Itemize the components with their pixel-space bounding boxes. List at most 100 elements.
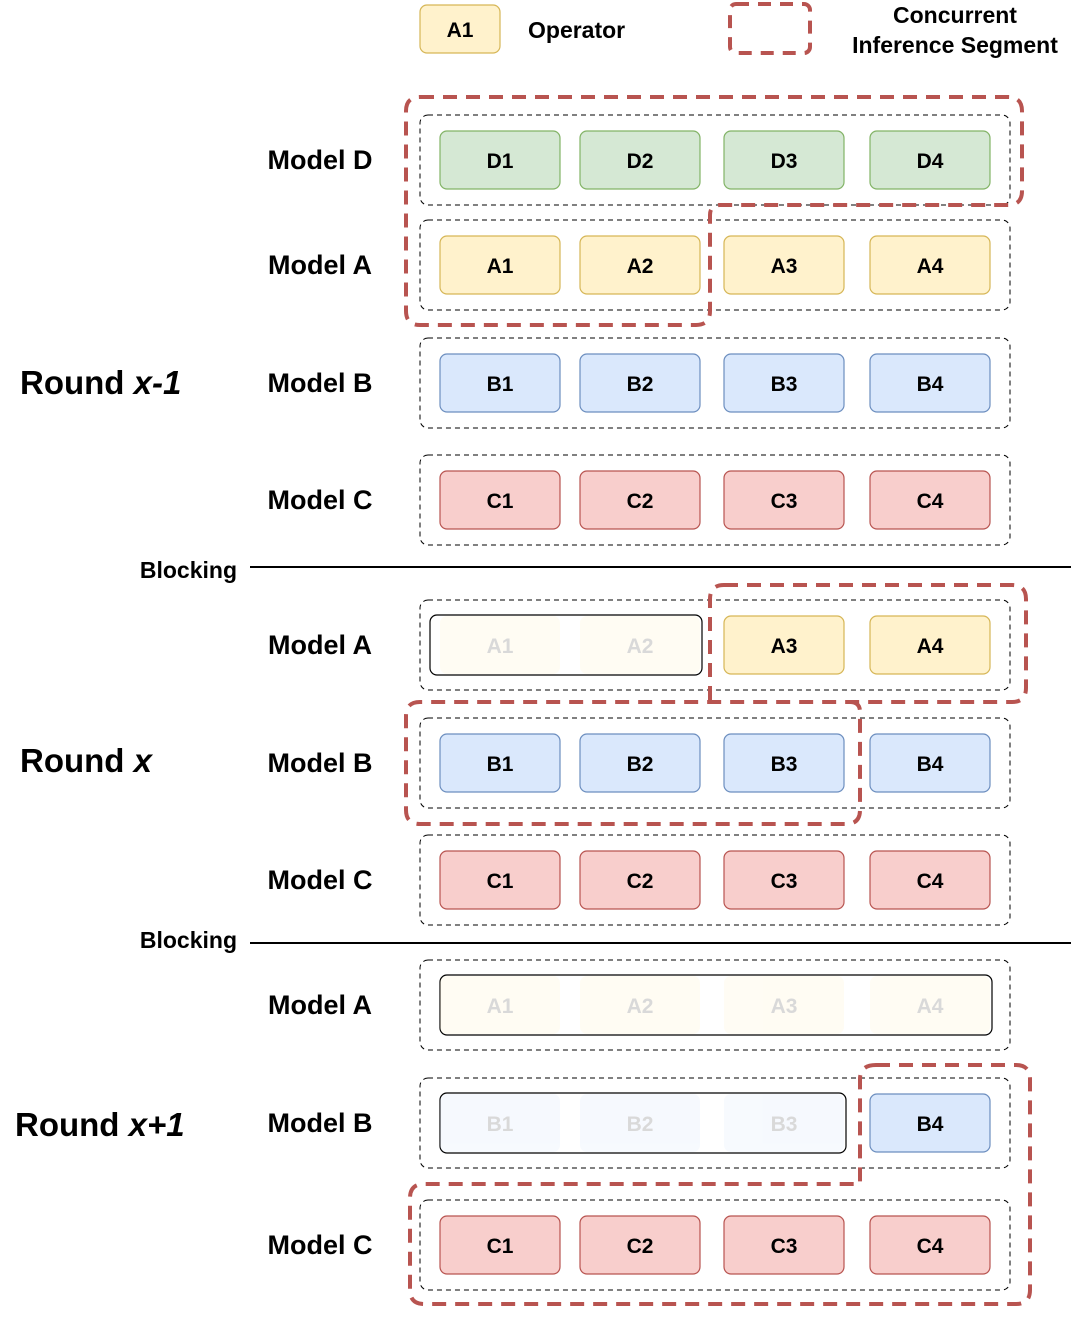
legend-operator-swatch (419, 4, 501, 54)
operator-label: A1 (487, 255, 514, 278)
operator-label: D1 (487, 150, 514, 173)
operator-box (869, 1215, 991, 1275)
model-label: Model A (268, 250, 372, 280)
operator-box (723, 130, 845, 190)
model-row-c: Model C C1 C2 C3 C4 (268, 1199, 1011, 1291)
operator-label: B2 (627, 753, 654, 776)
operator-b2: B2 (579, 733, 701, 793)
operator-label: A1 (487, 995, 514, 1018)
model-row-container (419, 454, 1011, 546)
operator-b2: B2 (579, 353, 701, 413)
legend-operator-sample: A1 (447, 19, 474, 42)
model-row-container (419, 337, 1011, 429)
operator-a2: A2 (580, 976, 700, 1034)
operator-box (723, 353, 845, 413)
operator-label: C2 (627, 870, 654, 893)
legend-segment-swatch (728, 2, 812, 55)
operator-box (580, 1094, 700, 1152)
operator-box (439, 850, 561, 910)
operator-box (579, 130, 701, 190)
operator-box (440, 616, 560, 674)
operator-label: A2 (627, 995, 654, 1018)
concurrent-segment-round-x-minus-1 (404, 95, 1024, 327)
operator-c3: C3 (723, 1215, 845, 1275)
model-label: Model B (268, 1108, 373, 1138)
operator-label: A4 (917, 255, 944, 278)
operator-a3: A3 (724, 976, 844, 1034)
operator-box (580, 976, 700, 1034)
model-label: Model A (268, 990, 372, 1020)
operator-box (580, 616, 700, 674)
operator-b4: B4 (869, 733, 991, 793)
model-row-b: Model B B1 B2 B3 B4 (268, 1077, 1011, 1169)
operator-a4: A4 (869, 615, 991, 675)
operator-b4: B4 (869, 353, 991, 413)
operator-box (440, 1094, 560, 1152)
operator-label: C3 (771, 490, 798, 513)
operator-box (723, 615, 845, 675)
blocking-separator-1: Blocking (140, 557, 1071, 583)
blocking-label: Blocking (140, 557, 237, 583)
operator-c3: C3 (723, 850, 845, 910)
operator-b3: B3 (723, 353, 845, 413)
operator-a4: A4 (870, 976, 990, 1034)
operator-b1: B1 (439, 353, 561, 413)
operator-a1: A1 (440, 616, 560, 674)
model-row-a: Model A A1 A2 A3 A4 (268, 599, 1011, 691)
operator-a4: A4 (869, 235, 991, 295)
operator-label: A1 (487, 635, 514, 658)
round-label-x: Round x (20, 742, 154, 779)
model-label: Model B (268, 368, 373, 398)
operator-label: B1 (487, 373, 514, 396)
model-row-container (419, 219, 1011, 311)
operator-box (439, 1215, 561, 1275)
completed-operators-box (439, 1092, 847, 1154)
operator-box (439, 353, 561, 413)
operator-d4: D4 (869, 130, 991, 190)
operator-label: B3 (771, 753, 798, 776)
operator-box (579, 850, 701, 910)
operator-c2: C2 (579, 850, 701, 910)
operator-box (869, 850, 991, 910)
model-label: Model D (268, 145, 373, 175)
operator-c4: C4 (869, 1215, 991, 1275)
operator-a1: A1 (440, 976, 560, 1034)
operator-label: C4 (917, 490, 944, 513)
model-row-c: Model C C1 C2 C3 C4 (268, 454, 1011, 546)
operator-c4: C4 (869, 470, 991, 530)
concurrent-segments (404, 95, 1032, 1306)
operator-label: B3 (771, 1113, 798, 1136)
legend-segment-label-line1: Concurrent (893, 2, 1017, 28)
model-row-container (419, 1199, 1011, 1291)
operator-c1: C1 (439, 1215, 561, 1275)
operator-b1: B1 (440, 1094, 560, 1152)
operator-label: D4 (917, 150, 944, 173)
operator-label: C3 (771, 1235, 798, 1258)
operator-box (723, 733, 845, 793)
operator-label: A4 (917, 635, 944, 658)
operator-b3: B3 (723, 733, 845, 793)
operator-label: A3 (771, 995, 798, 1018)
operator-box (439, 130, 561, 190)
operator-box (869, 470, 991, 530)
model-label: Model A (268, 630, 372, 660)
model-row-a: Model A A1 A2 A3 A4 (268, 959, 1011, 1051)
model-row-d: Model D D1 D2 D3 D4 (268, 114, 1011, 206)
round-label-x-minus-1: Round x-1 (20, 364, 181, 401)
operator-box (439, 733, 561, 793)
model-label: Model C (268, 865, 373, 895)
operator-box (579, 733, 701, 793)
operator-box (869, 235, 991, 295)
operator-a3: A3 (723, 615, 845, 675)
model-row-container (419, 1077, 1011, 1169)
model-row-container (419, 717, 1011, 809)
operator-c1: C1 (439, 850, 561, 910)
blocking-separator-2: Blocking (140, 927, 1071, 953)
blocking-label: Blocking (140, 927, 237, 953)
operator-label: C4 (917, 1235, 944, 1258)
operator-box (870, 976, 990, 1034)
operator-label: B4 (917, 373, 944, 396)
operator-c2: C2 (579, 470, 701, 530)
operator-box (869, 130, 991, 190)
operator-c1: C1 (439, 470, 561, 530)
